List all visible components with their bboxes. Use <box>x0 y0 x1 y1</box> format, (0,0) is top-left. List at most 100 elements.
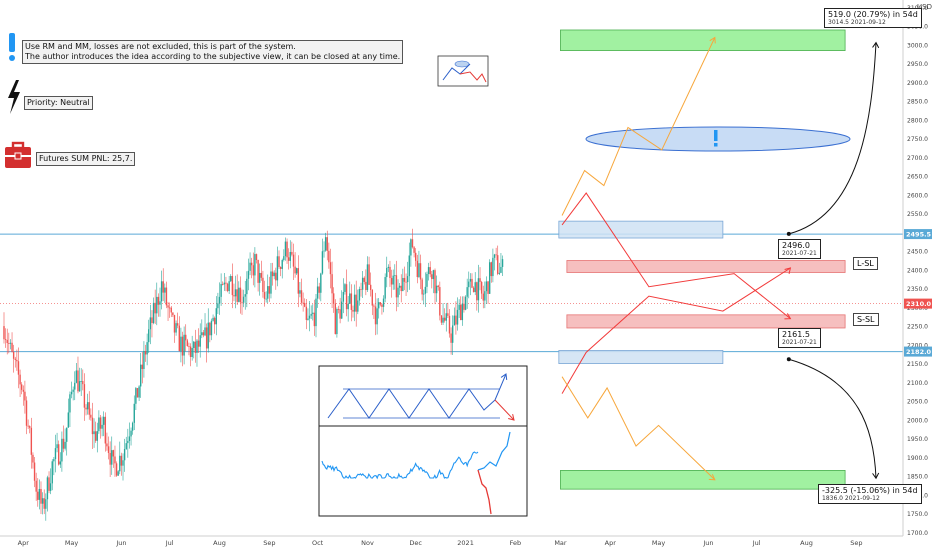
candle-body <box>392 275 394 285</box>
candle-body <box>284 241 287 257</box>
candle-body <box>344 284 346 292</box>
candle-body <box>403 277 406 282</box>
candle-body <box>339 309 341 319</box>
candle-body <box>146 342 148 355</box>
lower-point-label: 2161.5 2021-07-21 <box>778 328 821 348</box>
lower-measure-label: -325.5 (-15.06%) in 54d 1836.0 2021-09-1… <box>818 484 922 504</box>
candle-body <box>151 317 153 324</box>
candle-body <box>368 264 370 285</box>
candle-body <box>321 251 324 274</box>
time-tick-label: Feb <box>510 539 522 547</box>
candle-body <box>191 348 193 357</box>
price-tick-label: 2150.0 <box>907 361 928 368</box>
candle-body <box>447 313 449 316</box>
exclamation-icon <box>9 33 15 61</box>
time-tick-label: Sep <box>850 539 862 547</box>
candle-body <box>41 498 44 504</box>
candle-body <box>472 287 475 293</box>
candle-body <box>451 325 454 343</box>
candle-body <box>485 281 488 292</box>
candle-body <box>135 388 137 404</box>
candle-body <box>112 450 115 457</box>
lower-measure-arc <box>788 358 877 479</box>
time-tick-label: 2021 <box>457 539 474 547</box>
inset-zigzag <box>327 388 496 419</box>
candle-body <box>353 294 356 312</box>
candle-body <box>268 286 271 294</box>
candle-body <box>374 306 377 325</box>
candle-body <box>487 281 489 294</box>
time-tick-label: Apr <box>18 539 30 547</box>
candle-body <box>429 267 431 275</box>
time-tick-label: Apr <box>605 539 617 547</box>
candle-body <box>209 322 211 336</box>
candle-body <box>66 427 68 442</box>
candle-body <box>376 308 378 325</box>
candle-body <box>460 304 462 321</box>
candle-body <box>434 270 436 294</box>
long-stop-label: L-SL <box>853 257 878 270</box>
candle-body <box>122 460 124 466</box>
lower-point-sub: 2021-07-21 <box>782 339 817 346</box>
candle-body <box>302 302 304 304</box>
candle-body <box>201 332 203 336</box>
price-tick-label: 2850.0 <box>907 99 928 106</box>
candle-body <box>83 384 86 408</box>
candle-body <box>398 285 401 288</box>
price-tick-label: 2900.0 <box>907 80 928 87</box>
inset-red-breakdown <box>477 469 492 515</box>
candle-body <box>143 350 145 369</box>
candle-body <box>154 302 156 314</box>
candle-body <box>69 394 71 413</box>
candle-body <box>123 449 126 461</box>
candle-body <box>406 276 409 283</box>
price-badge-label: 2495.5 <box>906 231 932 239</box>
candle-body <box>127 440 129 444</box>
candle-body <box>59 461 61 465</box>
candle-body <box>408 255 410 277</box>
price-badge-label: 2310.0 <box>906 300 932 308</box>
orange-arrowhead-upper <box>709 36 716 44</box>
candle-body <box>128 436 131 441</box>
lower-measure-start <box>786 357 791 362</box>
red-path-lower <box>561 267 791 394</box>
candle-body <box>463 303 465 310</box>
candle-body <box>217 303 219 309</box>
candle-body <box>173 315 176 333</box>
candle-body <box>246 278 248 295</box>
candle-body <box>204 327 206 336</box>
candle-body <box>453 315 456 326</box>
candle-body <box>45 499 47 509</box>
upper-point-sub: 2021-07-21 <box>782 250 817 257</box>
inset-down-arrow-line <box>494 399 515 421</box>
candle-body <box>254 254 256 276</box>
candle-body <box>352 309 354 312</box>
candle-body <box>210 320 213 336</box>
candle-body <box>32 454 34 463</box>
candle-body <box>17 361 20 375</box>
candle-body <box>390 278 393 285</box>
candle-body <box>341 301 343 319</box>
candle-body <box>172 312 174 316</box>
candle-body <box>468 281 470 288</box>
candle-body <box>144 350 147 355</box>
candle-body <box>234 289 237 297</box>
candle-body <box>225 282 227 284</box>
candle-body <box>12 351 15 359</box>
candle-body <box>189 346 192 357</box>
candle-body <box>152 302 155 324</box>
candle-body <box>3 326 5 340</box>
candle-body <box>231 276 234 296</box>
candle-body <box>160 281 163 302</box>
time-tick-label: Jul <box>165 539 174 547</box>
candle-body <box>93 431 95 435</box>
lower-point-value: 2161.5 <box>782 330 810 339</box>
price-tick-label: 1950.0 <box>907 436 928 443</box>
candle-body <box>138 386 140 398</box>
target-zone-down <box>560 470 846 490</box>
candle-body <box>220 283 222 297</box>
price-tick-label: 1900.0 <box>907 455 928 462</box>
candle-body <box>345 284 348 310</box>
candle-body <box>164 287 166 293</box>
